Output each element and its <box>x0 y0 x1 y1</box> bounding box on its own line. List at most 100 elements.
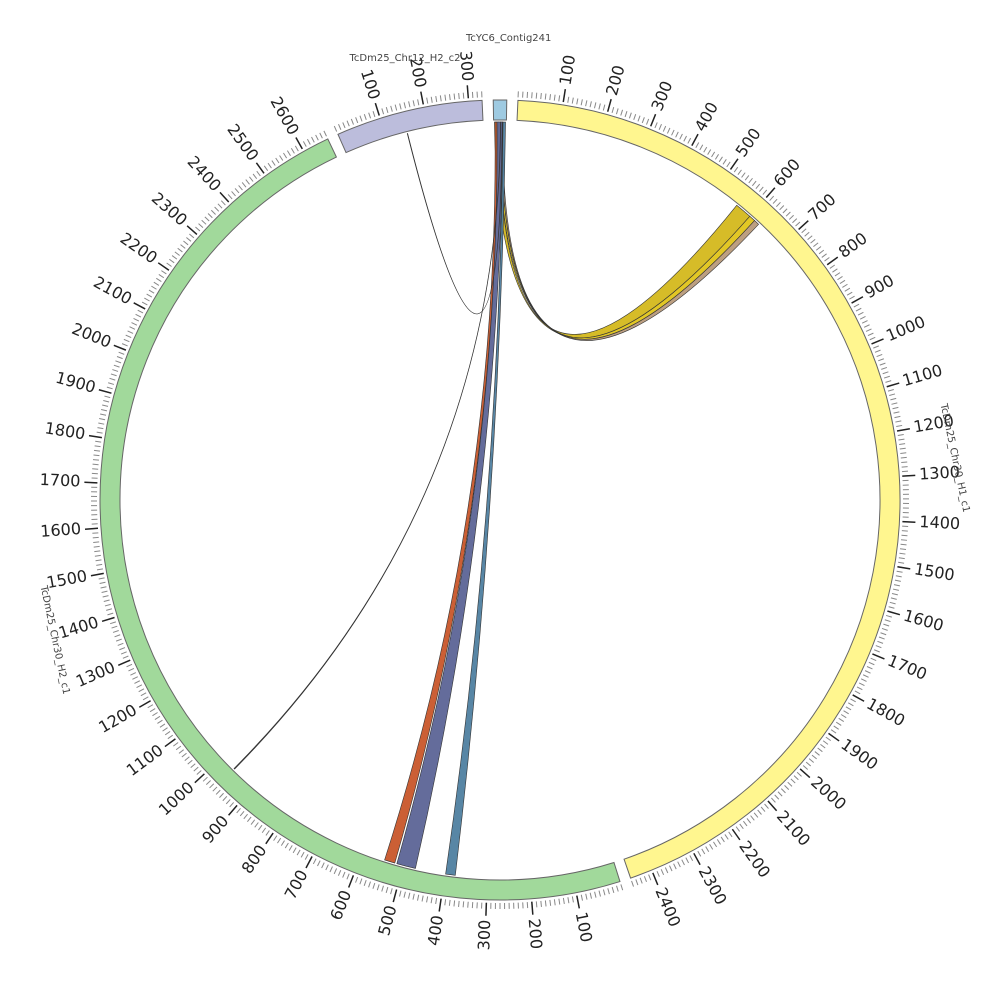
minor-tick <box>830 729 837 734</box>
tick-label: 2200 <box>735 837 774 881</box>
tick-label: 500 <box>374 903 400 937</box>
minor-tick <box>892 588 899 591</box>
minor-tick <box>317 860 321 867</box>
minor-tick <box>444 899 447 906</box>
major-tick <box>691 133 699 146</box>
major-tick <box>186 225 198 235</box>
minor-tick <box>835 721 842 726</box>
minor-tick <box>134 680 141 684</box>
minor-tick <box>311 136 315 143</box>
major-tick <box>826 256 839 266</box>
minor-tick <box>883 375 890 379</box>
link-ribbon <box>500 121 760 341</box>
minor-tick <box>801 228 807 234</box>
segment-arc <box>492 99 508 121</box>
minor-tick <box>656 870 660 877</box>
minor-tick <box>881 627 888 631</box>
minor-tick <box>580 894 583 901</box>
minor-tick <box>180 244 186 249</box>
tick-label: 2500 <box>223 120 262 164</box>
minor-tick <box>355 876 359 883</box>
minor-tick <box>853 303 860 308</box>
minor-tick <box>234 188 240 194</box>
minor-tick <box>390 888 393 895</box>
minor-tick <box>403 891 406 898</box>
minor-tick <box>832 268 838 273</box>
minor-tick <box>152 712 158 717</box>
minor-tick <box>878 358 885 362</box>
minor-tick <box>417 99 420 106</box>
minor-tick <box>648 874 652 881</box>
tick-label: 1000 <box>883 312 928 345</box>
minor-tick <box>292 847 297 854</box>
minor-tick <box>100 586 107 589</box>
minor-tick <box>882 371 889 375</box>
minor-tick <box>544 93 547 100</box>
minor-tick <box>243 813 248 820</box>
minor-tick <box>95 559 102 562</box>
minor-tick <box>540 93 542 100</box>
tick-label: 300 <box>647 78 676 113</box>
minor-tick <box>874 349 881 353</box>
minor-tick <box>535 92 538 99</box>
minor-tick <box>720 836 725 843</box>
tick-label: 600 <box>770 155 804 190</box>
minor-tick <box>212 786 218 792</box>
minor-tick <box>718 156 723 163</box>
minor-tick <box>186 237 192 242</box>
minor-tick <box>746 818 752 824</box>
minor-tick <box>98 422 105 425</box>
tick-label: 1900 <box>837 735 881 774</box>
minor-tick <box>777 791 783 797</box>
minor-tick <box>901 534 908 537</box>
minor-tick <box>103 400 110 403</box>
minor-tick <box>685 857 690 864</box>
minor-tick <box>267 162 272 169</box>
minor-tick <box>426 97 429 104</box>
major-tick <box>438 898 442 912</box>
minor-tick <box>210 209 216 215</box>
minor-tick <box>372 882 376 889</box>
minor-tick <box>862 674 869 678</box>
minor-tick <box>462 901 465 908</box>
minor-tick <box>239 810 245 817</box>
minor-tick <box>741 172 746 178</box>
minor-tick <box>166 262 172 267</box>
minor-tick <box>137 309 144 314</box>
minor-tick <box>733 166 739 173</box>
major-tick <box>84 481 98 484</box>
minor-tick <box>825 736 832 742</box>
minor-tick <box>190 763 196 769</box>
major-tick <box>887 610 901 616</box>
minor-tick <box>900 543 907 546</box>
minor-tick <box>900 539 908 541</box>
minor-tick <box>689 855 694 862</box>
minor-tick <box>840 714 847 719</box>
major-tick <box>531 901 534 915</box>
major-tick <box>265 832 274 845</box>
major-tick <box>652 872 659 886</box>
tick-label: 100 <box>357 67 384 102</box>
minor-tick <box>722 159 727 165</box>
major-tick <box>693 852 701 866</box>
minor-tick <box>580 99 583 106</box>
minor-tick <box>896 424 903 428</box>
minor-tick <box>893 584 900 587</box>
major-tick <box>897 566 911 570</box>
minor-tick <box>878 636 885 640</box>
minor-tick <box>275 157 280 164</box>
minor-tick <box>109 621 117 625</box>
major-tick <box>420 91 425 105</box>
minor-tick <box>312 858 317 865</box>
minor-tick <box>96 431 103 434</box>
major-tick <box>117 659 131 667</box>
minor-tick <box>129 326 136 330</box>
minor-tick <box>225 799 231 805</box>
minor-tick <box>867 332 874 337</box>
tick-label: 1400 <box>919 512 961 533</box>
minor-tick <box>325 864 329 871</box>
minor-tick <box>681 859 685 866</box>
minor-tick <box>571 896 574 903</box>
minor-tick <box>884 619 891 623</box>
minor-tick <box>755 183 761 189</box>
